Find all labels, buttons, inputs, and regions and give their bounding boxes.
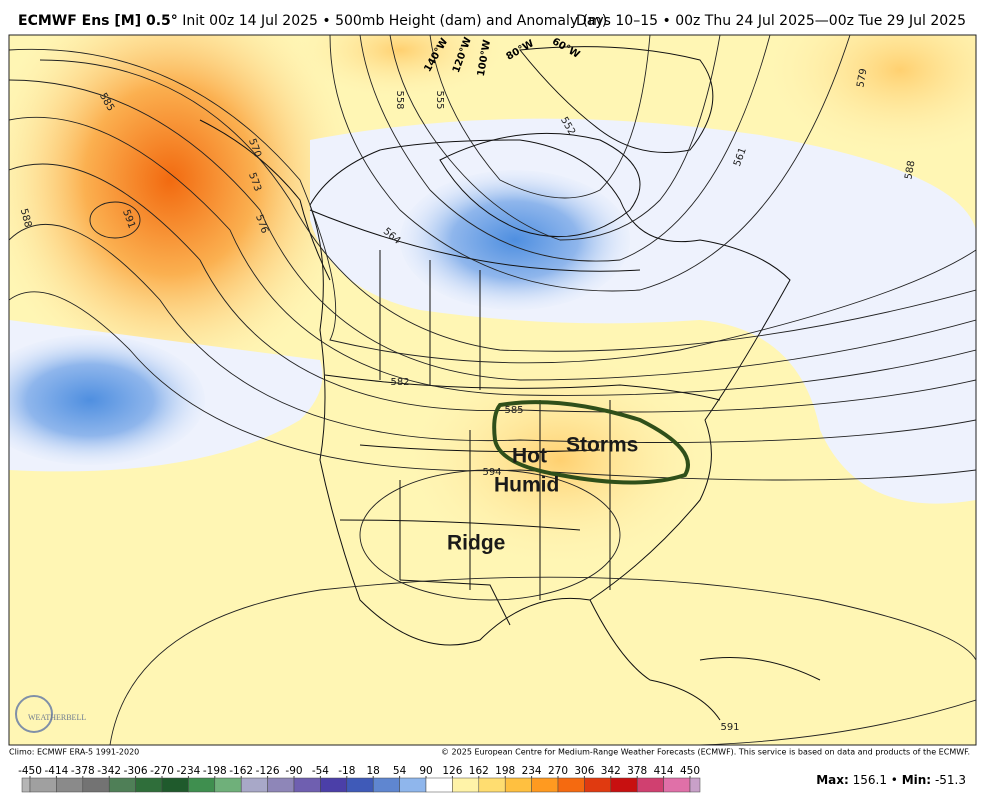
colorbar-tick-label: -90 <box>285 765 302 777</box>
colorbar-tick-label: -198 <box>203 765 227 777</box>
colorbar-tick-label: 198 <box>495 765 515 777</box>
colorbar-tick-label: -126 <box>256 765 280 777</box>
coastlines <box>199 46 821 721</box>
anomaly-cold <box>9 335 205 465</box>
colorbar-cell <box>663 777 691 793</box>
max-min: Max: 156.1 • Min: -51.3 <box>816 773 966 787</box>
min-label: Min: <box>902 773 931 787</box>
colorbar-tick-label: -18 <box>338 765 355 777</box>
contour-label: 594 <box>482 467 501 478</box>
colorbar: -450 -414 -378 -342 -306 -270 -234 -198 -162 -126… <box>18 765 701 793</box>
colorbar-cell <box>425 777 453 793</box>
colorbar-cell <box>214 777 242 793</box>
colorbar-cell <box>56 777 84 793</box>
anomaly-cold <box>400 170 630 310</box>
colorbar-cap <box>21 777 31 793</box>
anomaly-warm <box>760 35 976 160</box>
colorbar-tick-label: 126 <box>442 765 462 777</box>
colorbar-cell <box>452 777 480 793</box>
colorbar-cell <box>135 777 163 793</box>
colorbar-cell <box>161 777 189 793</box>
contours <box>9 35 976 745</box>
colorbar-cell <box>188 777 216 793</box>
colorbar-cell <box>399 777 427 793</box>
colorbar-tick-label: 306 <box>574 765 594 777</box>
colorbar-tick-label: -342 <box>97 765 121 777</box>
colorbar-cell <box>636 777 664 793</box>
colorbar-cell <box>531 777 559 793</box>
period: Days 10–15 • 00z Thu 24 Jul 2025—00z Tue… <box>576 13 966 29</box>
storm-outline <box>492 400 690 485</box>
annotation: Storms <box>566 434 638 457</box>
colorbar-cell <box>610 777 638 793</box>
colorbar-tick-label: -306 <box>124 765 148 777</box>
contour-label: 579 <box>855 68 869 89</box>
model: ECMWF Ens [M] 0.5° <box>18 13 178 29</box>
description: Init 00z 14 Jul 2025 • 500mb Height (dam… <box>182 13 607 29</box>
colorbar-cell <box>504 777 532 793</box>
colorbar-cell <box>293 777 321 793</box>
contour-label: 582 <box>390 377 409 388</box>
anomaly-warm <box>290 35 510 100</box>
colorbar-cell <box>267 777 295 793</box>
colorbar-tick-label: -450 <box>18 765 42 777</box>
contour-label: 591 <box>720 722 739 733</box>
colorbar-cell <box>346 777 374 793</box>
contour-label: 555 <box>434 90 445 109</box>
colorbar-tick-label: -414 <box>44 765 68 777</box>
colorbar-cell <box>82 777 110 793</box>
colorbar-tick-label: 378 <box>627 765 647 777</box>
logo: WEATHERBELL <box>28 713 86 722</box>
contour-label: 588 <box>18 207 34 228</box>
contour-label: 585 <box>504 405 523 416</box>
max-label: Max: <box>816 773 849 787</box>
colorbar-cell <box>108 777 136 793</box>
colorbar-tick-label: 90 <box>419 765 432 777</box>
anomaly-warm <box>400 350 720 570</box>
annotation: Humid <box>494 474 559 497</box>
anomaly-warm <box>9 35 360 390</box>
colorbar-tick-label: -270 <box>150 765 174 777</box>
min: -51.3 <box>935 773 966 787</box>
separator: • <box>891 773 898 787</box>
climo: Climo: ECMWF ERA-5 1991-2020 <box>9 748 139 757</box>
colorbar-cell <box>29 777 57 793</box>
colorbar-tick-label: 270 <box>548 765 568 777</box>
colorbar-tick-label: 234 <box>522 765 542 777</box>
annotation: Hot <box>512 445 547 468</box>
colorbar-cell <box>320 777 348 793</box>
colorbar-tick-label: 414 <box>654 765 674 777</box>
colorbar-tick-label: 162 <box>469 765 489 777</box>
colorbar-cap <box>689 777 701 793</box>
max: 156.1 <box>853 773 887 787</box>
colorbar-tick-label: 54 <box>393 765 407 777</box>
copyright: © 2025 European Centre for Medium-Range … <box>441 748 970 757</box>
contour-label: 588 <box>903 160 917 181</box>
logo-mark <box>15 695 53 733</box>
colorbar-tick-label: -378 <box>71 765 95 777</box>
colorbar-tick-label: 450 <box>680 765 700 777</box>
map-frame <box>8 34 977 746</box>
colorbar-cell <box>557 777 585 793</box>
colorbar-cell <box>372 777 400 793</box>
colorbar-tick-label: -162 <box>229 765 253 777</box>
annotation: Ridge <box>447 532 505 555</box>
colorbar-cell <box>478 777 506 793</box>
title: ECMWF Ens [M] 0.5° Init 00z 14 Jul 2025 … <box>18 13 607 29</box>
colorbar-tick-label: 342 <box>601 765 621 777</box>
colorbar-tick-label: -54 <box>312 765 329 777</box>
colorbar-tick-label: 18 <box>367 765 380 777</box>
colorbar-cell <box>584 777 612 793</box>
colorbar-tick-label: -234 <box>176 765 200 777</box>
contour-label: 558 <box>394 90 405 109</box>
colorbar-cell <box>240 777 268 793</box>
